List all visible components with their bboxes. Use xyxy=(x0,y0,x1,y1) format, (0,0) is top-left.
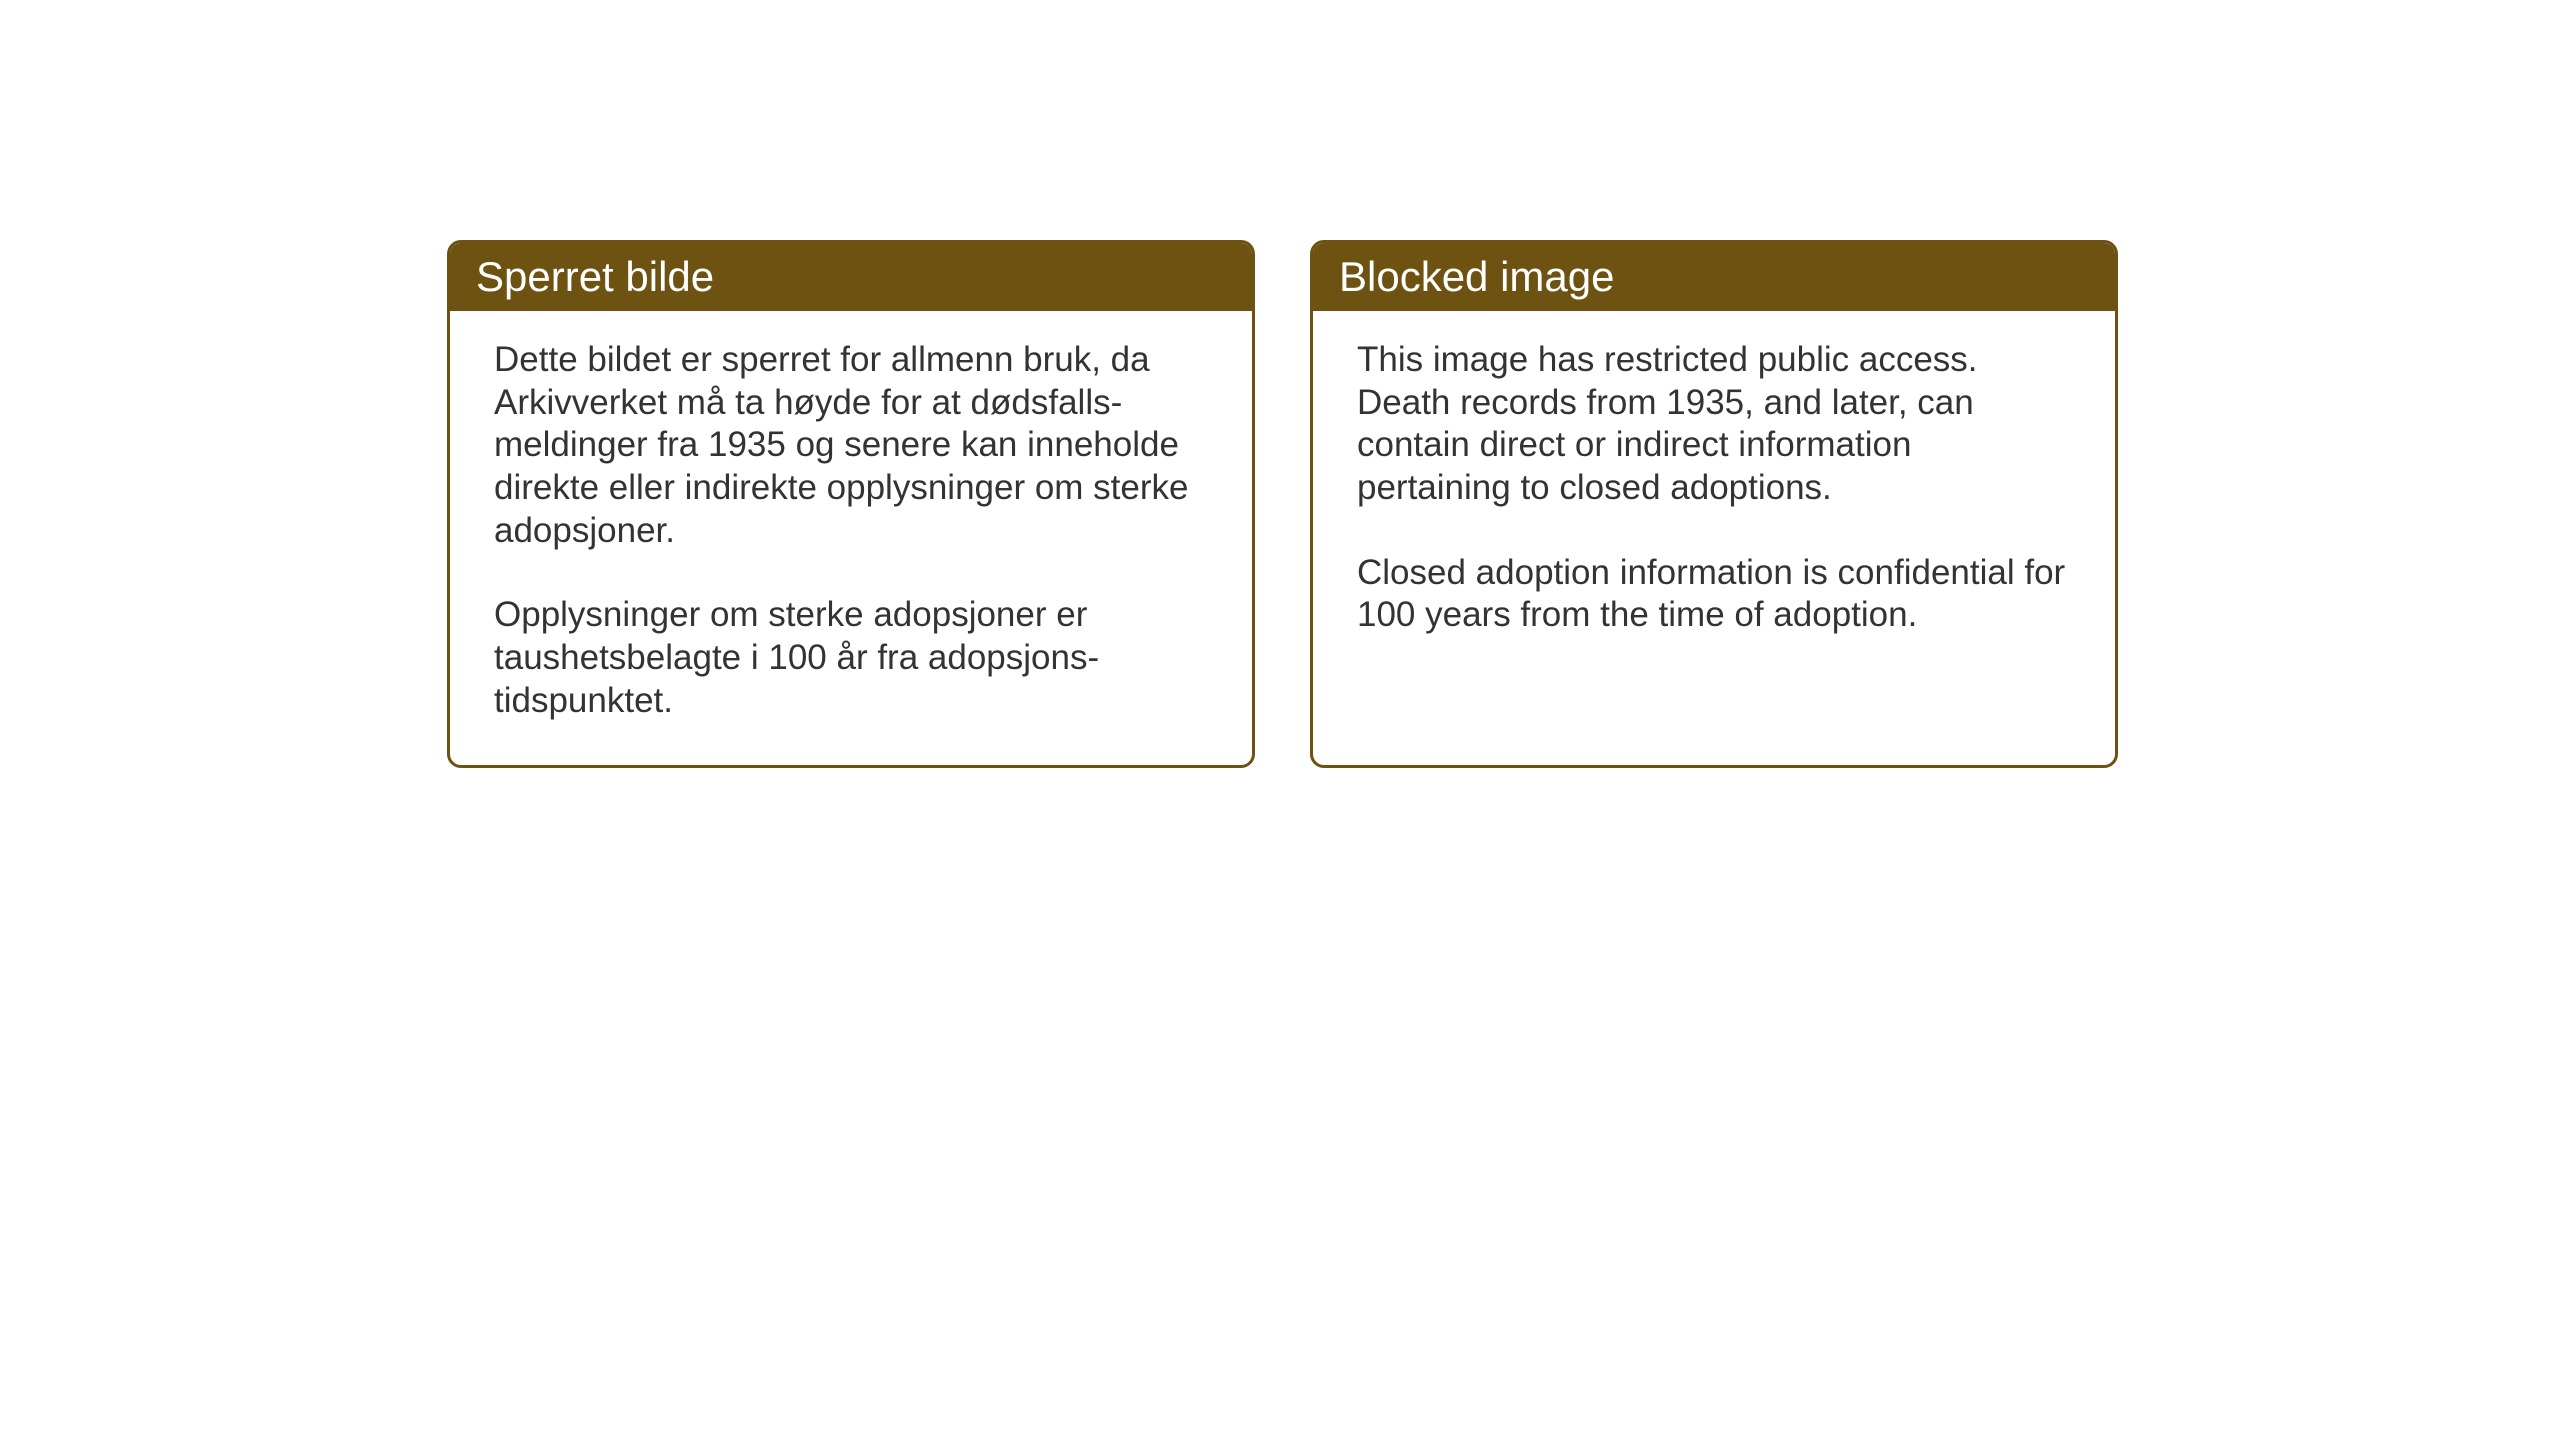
card-english: Blocked image This image has restricted … xyxy=(1310,240,2118,768)
card-norwegian-title: Sperret bilde xyxy=(476,253,714,300)
card-english-paragraph-2: Closed adoption information is confident… xyxy=(1357,552,2071,637)
card-english-header: Blocked image xyxy=(1313,243,2115,311)
cards-container: Sperret bilde Dette bildet er sperret fo… xyxy=(447,240,2118,768)
card-english-body: This image has restricted public access.… xyxy=(1313,311,2115,679)
card-norwegian-body: Dette bildet er sperret for allmenn bruk… xyxy=(450,311,1252,765)
card-english-paragraph-1: This image has restricted public access.… xyxy=(1357,339,2071,510)
card-norwegian-header: Sperret bilde xyxy=(450,243,1252,311)
card-english-title: Blocked image xyxy=(1339,253,1614,300)
card-norwegian-paragraph-2: Opplysninger om sterke adopsjoner er tau… xyxy=(494,594,1208,722)
card-norwegian: Sperret bilde Dette bildet er sperret fo… xyxy=(447,240,1255,768)
card-norwegian-paragraph-1: Dette bildet er sperret for allmenn bruk… xyxy=(494,339,1208,552)
